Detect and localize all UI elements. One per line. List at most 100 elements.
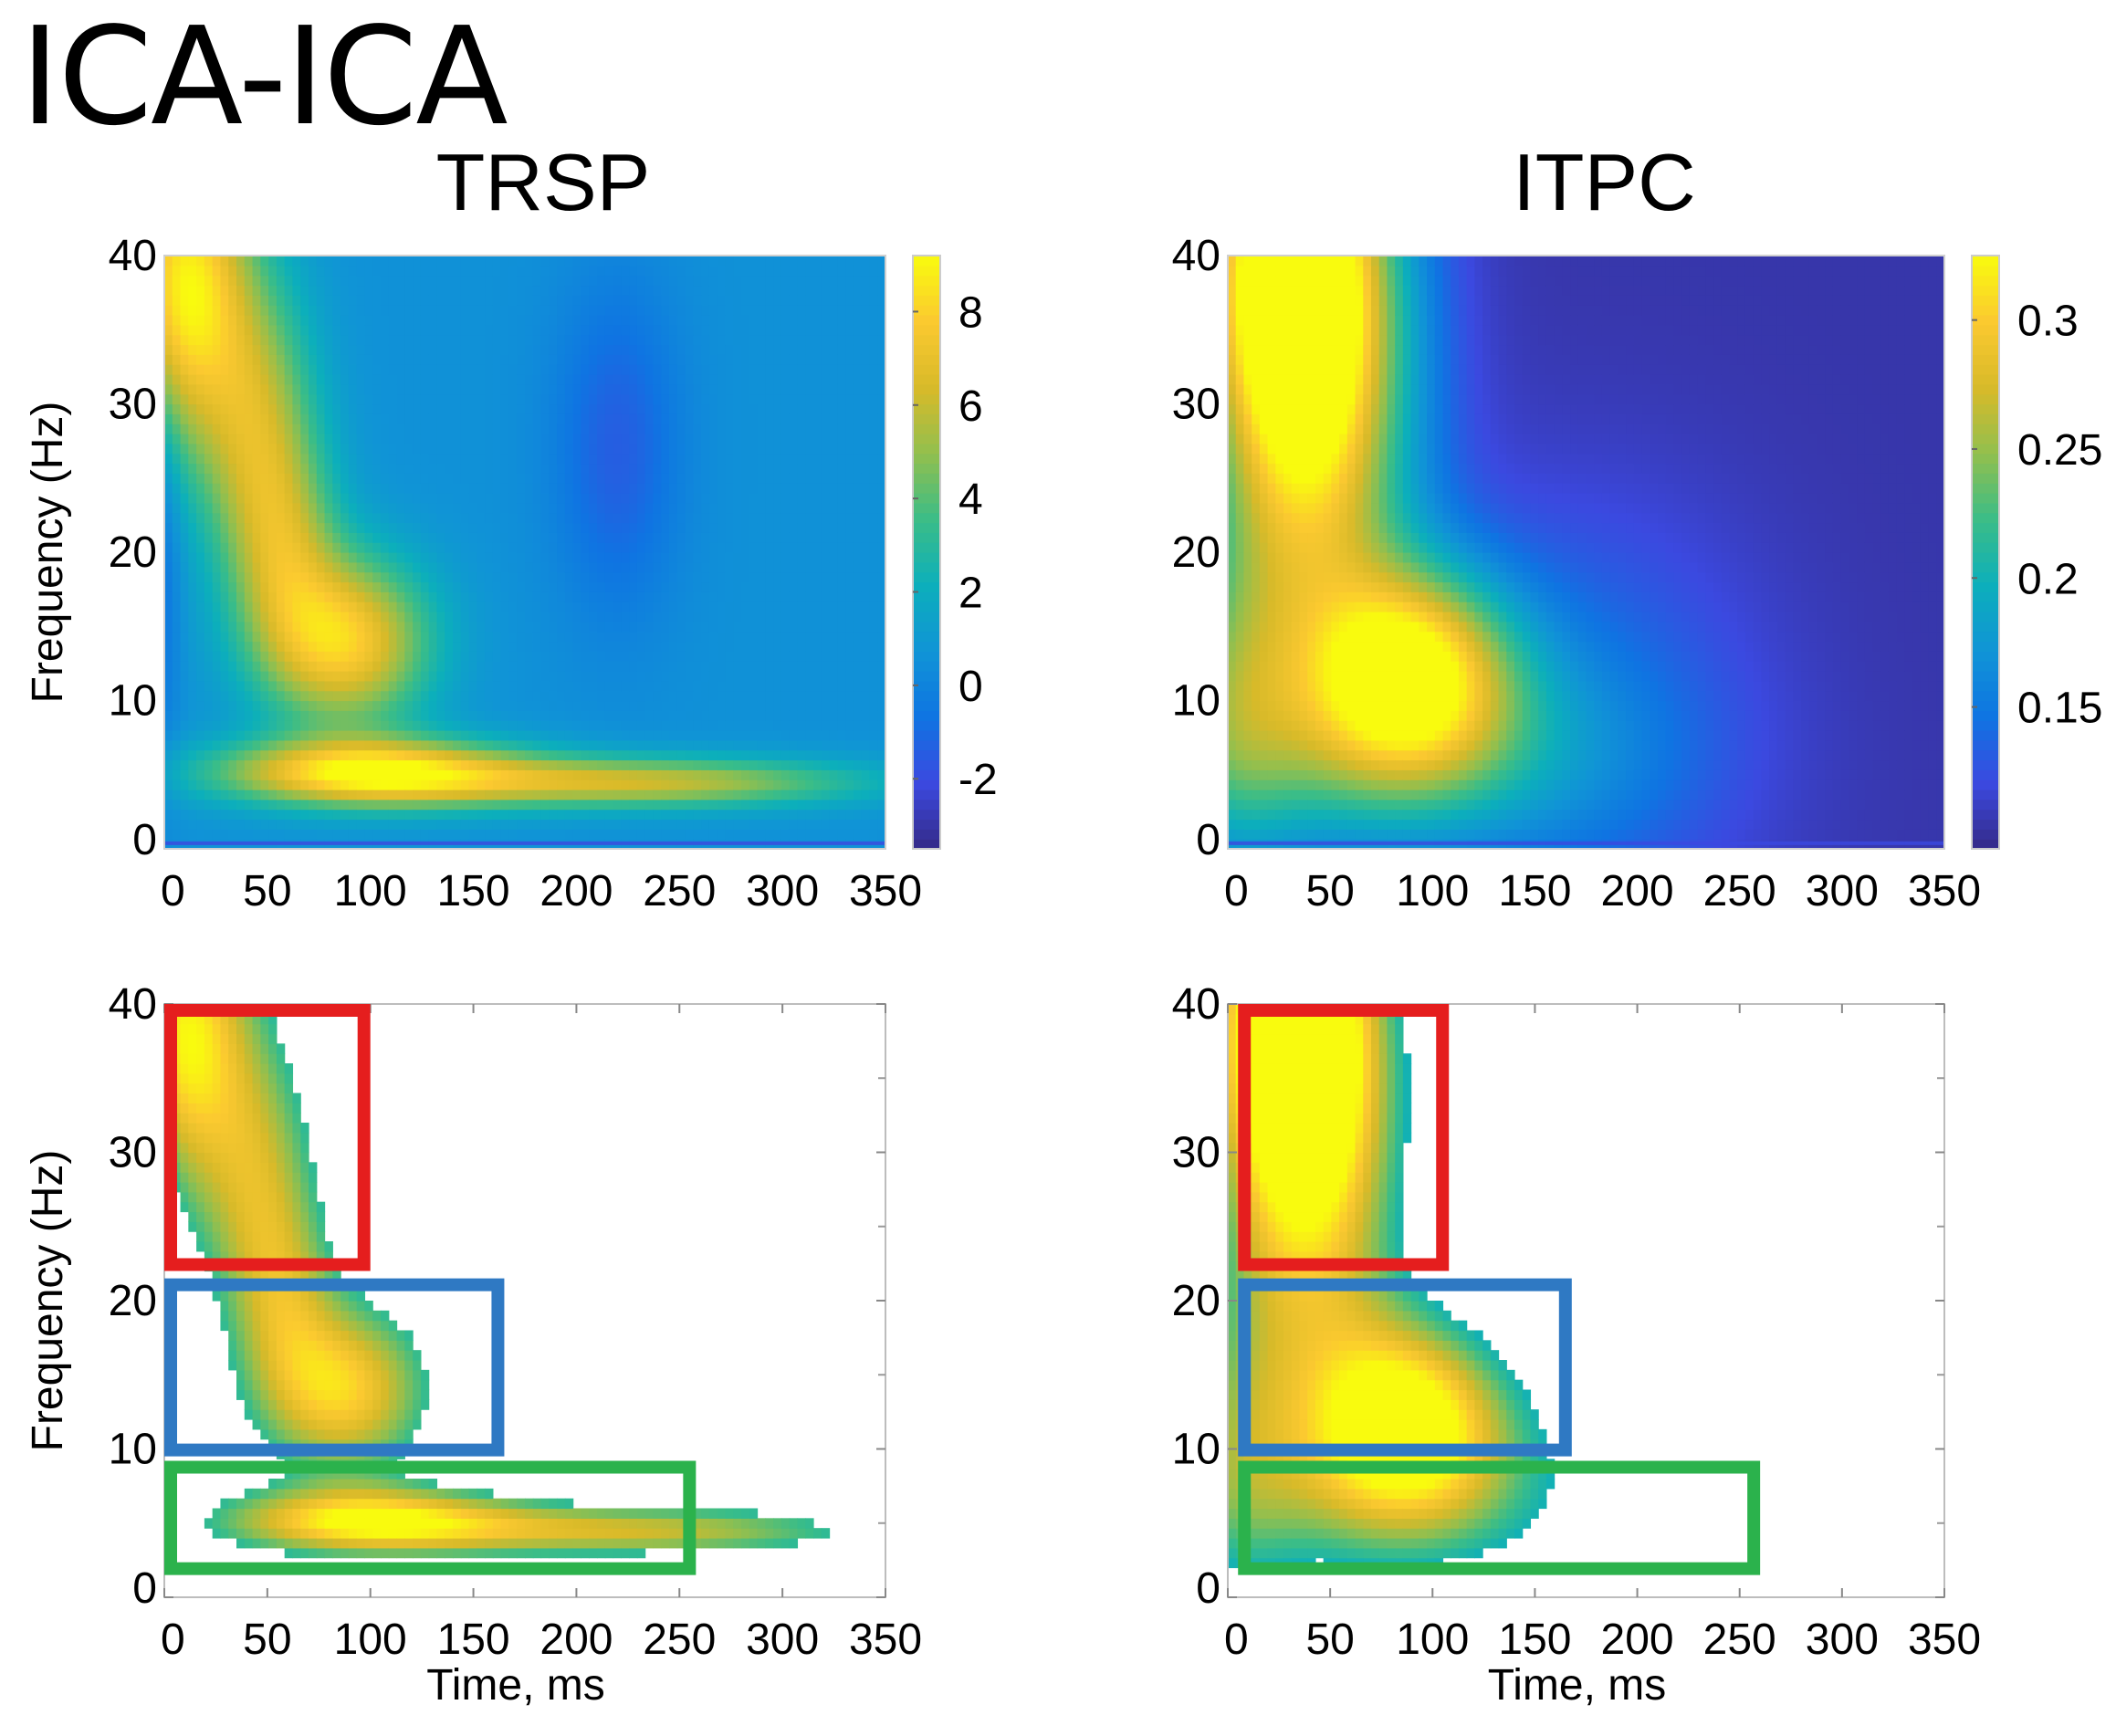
heatmap-cell — [636, 424, 646, 434]
heatmap-cell — [381, 819, 390, 830]
heatmap-cell — [477, 552, 486, 563]
heatmap-cell — [428, 700, 438, 711]
heatmap-cell — [204, 364, 214, 375]
heatmap-cell — [244, 749, 254, 761]
heatmap-cell — [589, 661, 598, 672]
heatmap-cell — [268, 315, 278, 326]
heatmap-cell — [413, 502, 422, 514]
heatmap-cell — [260, 720, 269, 731]
heatmap-cell — [292, 473, 301, 484]
heatmap-cell — [172, 393, 182, 405]
heatmap-cell — [244, 690, 254, 702]
heatmap-cell — [236, 295, 246, 306]
heatmap-cell — [613, 571, 622, 583]
heatmap-cell — [508, 403, 518, 414]
heatmap-cell — [180, 443, 189, 455]
heatmap-cell — [749, 512, 759, 524]
heatmap-cell — [676, 512, 686, 524]
heatmap-cell — [460, 443, 470, 455]
heatmap-cell — [372, 591, 382, 602]
heatmap-cell — [284, 809, 294, 821]
heatmap-cell — [445, 443, 454, 455]
heatmap-cell — [413, 295, 422, 306]
heatmap-cell — [621, 344, 630, 355]
heatmap-cell — [564, 631, 574, 643]
heatmap-cell — [532, 809, 542, 821]
heatmap-cell — [460, 473, 470, 484]
heatmap-cell — [340, 730, 350, 741]
heatmap-cell — [260, 403, 269, 414]
heatmap-cell — [212, 591, 222, 602]
heatmap-cell — [725, 424, 734, 434]
heatmap-cell — [821, 700, 831, 711]
heatmap-cell — [172, 601, 182, 612]
heatmap-cell — [276, 344, 286, 355]
heatmap-cell — [549, 571, 558, 583]
heatmap-cell — [420, 532, 430, 543]
heatmap-cell — [708, 829, 718, 840]
heatmap-cell — [164, 285, 173, 296]
heatmap-cell — [813, 661, 822, 672]
heatmap-cell — [453, 285, 462, 296]
heatmap-cell — [676, 769, 686, 780]
heatmap-cell — [540, 561, 550, 573]
heatmap-cell — [356, 502, 366, 514]
heatmap-cell — [797, 769, 806, 780]
heatmap-cell — [252, 790, 261, 800]
heatmap-cell — [396, 641, 405, 652]
heatmap-cell — [268, 344, 278, 355]
heatmap-cell — [821, 265, 831, 277]
heatmap-cell — [381, 631, 390, 643]
heatmap-cell — [477, 473, 486, 484]
heatmap-cell — [773, 651, 782, 662]
heatmap-cell — [613, 809, 622, 821]
heatmap-cell — [196, 690, 205, 702]
heatmap-cell — [324, 829, 333, 840]
heatmap-cell — [813, 256, 822, 267]
heatmap-cell — [525, 315, 534, 326]
heatmap-cell — [549, 591, 558, 602]
heatmap-cell — [780, 661, 791, 672]
heatmap-cell — [188, 256, 197, 267]
heatmap-cell — [549, 730, 558, 741]
heatmap-cell — [404, 493, 414, 504]
heatmap-cell — [300, 730, 309, 741]
heatmap-cell — [741, 413, 750, 424]
heatmap-cell — [741, 334, 750, 346]
heatmap-cell — [388, 769, 398, 780]
heatmap-cell — [228, 591, 237, 602]
heatmap-cell — [805, 720, 814, 731]
heatmap-cell — [180, 720, 189, 731]
heatmap-cell — [468, 561, 477, 573]
heatmap-cell — [164, 483, 173, 494]
heatmap-cell — [532, 671, 542, 682]
heatmap-cell — [413, 403, 422, 414]
heatmap-cell — [445, 739, 454, 751]
heatmap-cell — [532, 463, 542, 474]
heatmap-cell — [468, 463, 477, 474]
heatmap-cell — [676, 720, 686, 731]
heatmap-cell — [797, 561, 806, 573]
heatmap-cell — [316, 720, 326, 731]
heatmap-cell — [485, 483, 494, 494]
heatmap-cell — [749, 591, 759, 602]
heatmap-cell — [196, 641, 205, 652]
heatmap-cell — [653, 581, 662, 592]
heatmap-cell — [644, 542, 655, 553]
heatmap-cell — [428, 315, 438, 326]
heatmap-cell — [236, 275, 246, 287]
heatmap-cell — [260, 819, 269, 830]
heatmap-cell — [532, 779, 542, 790]
heatmap-cell — [460, 739, 470, 751]
heatmap-cell — [676, 759, 686, 770]
heatmap-cell — [581, 403, 590, 414]
heatmap-cell — [717, 739, 727, 751]
heatmap-cell — [661, 354, 670, 365]
heatmap-cell — [693, 305, 702, 316]
heatmap-cell — [589, 799, 598, 810]
heatmap-cell — [460, 305, 470, 316]
heatmap-cell — [340, 581, 350, 592]
heatmap-cell — [636, 512, 646, 524]
heatmap-cell — [364, 522, 373, 533]
heatmap-cell — [309, 621, 318, 633]
